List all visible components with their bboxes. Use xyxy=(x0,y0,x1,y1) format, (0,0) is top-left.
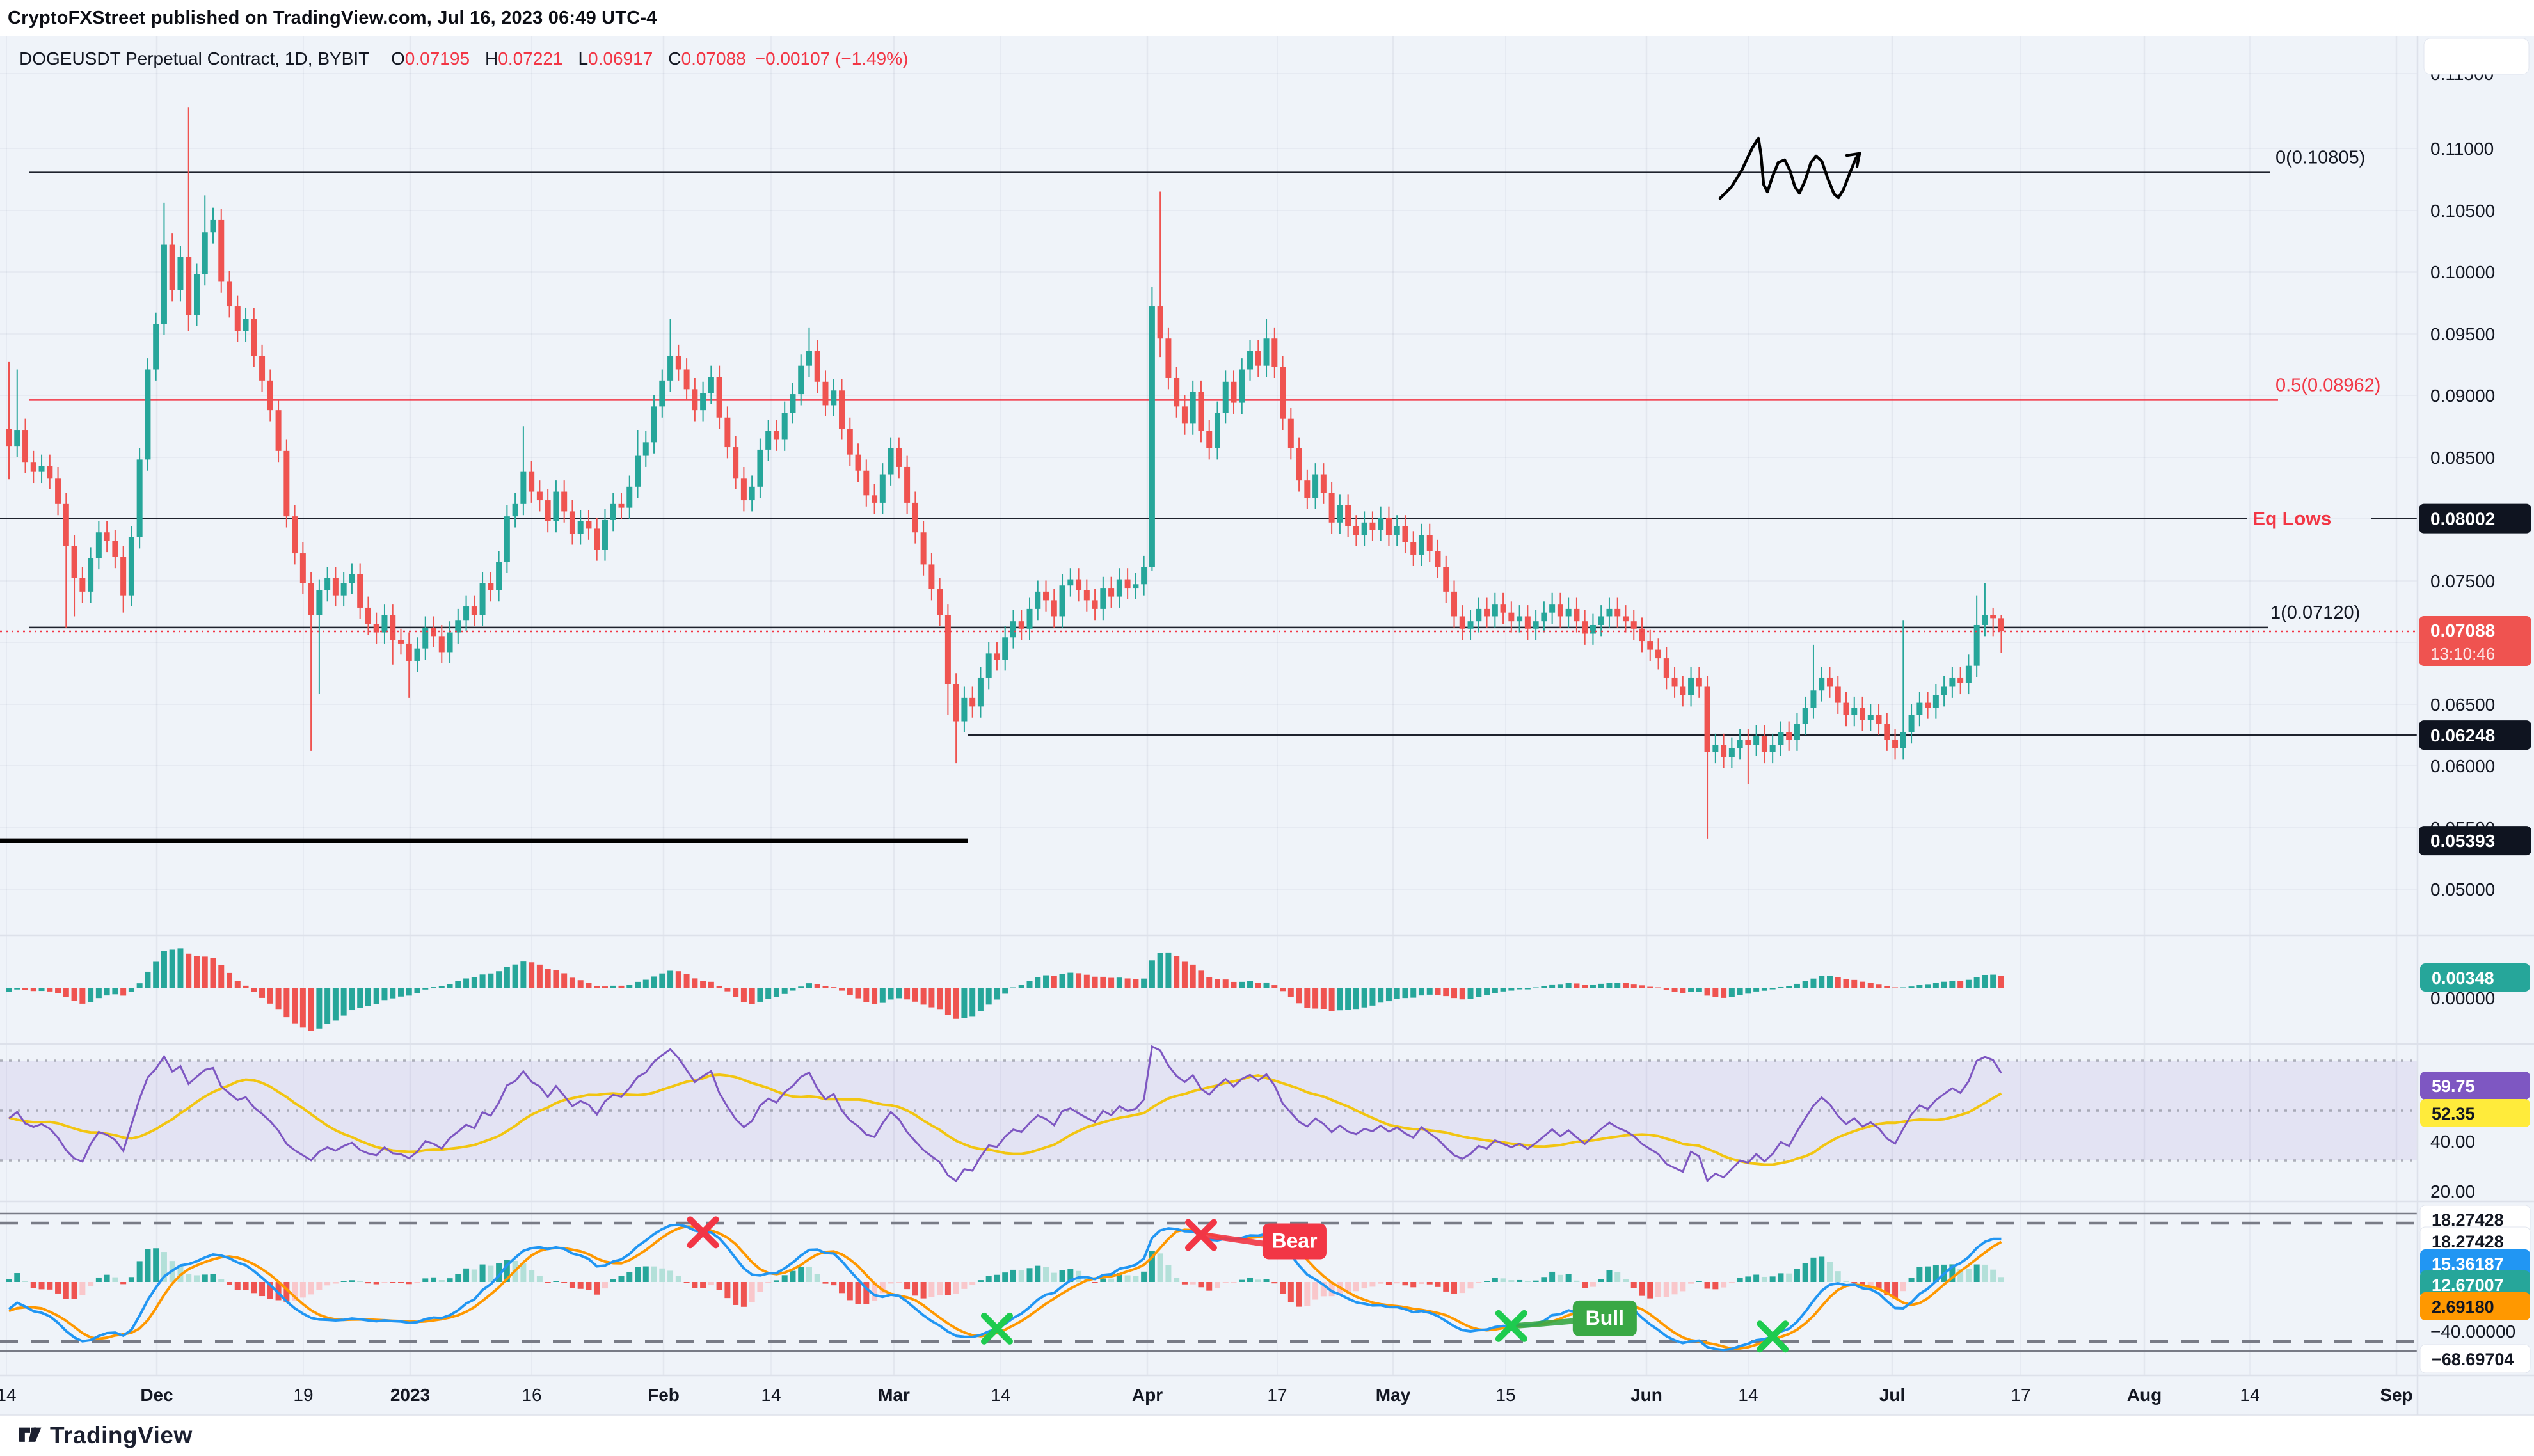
svg-text:0.09000: 0.09000 xyxy=(2430,386,2495,406)
svg-text:Aug: Aug xyxy=(2127,1385,2162,1405)
tradingview-logo-icon xyxy=(17,1420,44,1450)
svg-text:0.10000: 0.10000 xyxy=(2430,262,2495,282)
svg-text:17: 17 xyxy=(1267,1385,1287,1405)
trend-sketch-drawing[interactable] xyxy=(1718,136,1861,200)
svg-text:0.07088: 0.07088 xyxy=(2430,621,2495,640)
svg-text:12.67007: 12.67007 xyxy=(2432,1276,2504,1295)
svg-text:0.06500: 0.06500 xyxy=(2430,695,2495,715)
svg-text:Feb: Feb xyxy=(648,1385,680,1405)
svg-text:Jul: Jul xyxy=(1879,1385,1905,1405)
fib-0-label: 0(0.10805) xyxy=(2275,148,2365,168)
publisher-note: CryptoFXStreet published on TradingView.… xyxy=(8,8,657,28)
rsi-pane[interactable] xyxy=(0,1045,2418,1183)
oscillator-pane[interactable]: Bear Bull xyxy=(0,1212,2418,1353)
high-value: 0.07221 xyxy=(498,49,563,68)
candles xyxy=(6,107,2004,839)
svg-text:−68.69704: −68.69704 xyxy=(2432,1350,2514,1369)
last-price-badge[interactable]: 0.07088 13:10:46 xyxy=(2419,616,2531,667)
svg-text:Mar: Mar xyxy=(878,1385,910,1405)
close-value: 0.07088 xyxy=(681,49,746,68)
bull-label-text: Bull xyxy=(1586,1306,1624,1329)
svg-text:2.69180: 2.69180 xyxy=(2432,1297,2494,1317)
svg-text:0.09500: 0.09500 xyxy=(2430,324,2495,344)
svg-text:52.35: 52.35 xyxy=(2432,1104,2475,1123)
svg-text:Apr: Apr xyxy=(1132,1385,1163,1405)
svg-text:18.27428: 18.27428 xyxy=(2432,1210,2504,1230)
svg-text:14: 14 xyxy=(2240,1385,2259,1405)
time-scale[interactable]: 14 Dec 19 2023 16 Feb 14 Mar 14 Apr 17 May 15 Jun 14 Ju… xyxy=(0,1385,2413,1405)
symbol-legend: DOGEUSDT Perpetual Contract, 1D, BYBIT O… xyxy=(19,49,917,69)
symbol-title[interactable]: DOGEUSDT Perpetual Contract, 1D, BYBIT xyxy=(19,49,370,68)
svg-text:0.10500: 0.10500 xyxy=(2430,201,2495,221)
bear-label-text: Bear xyxy=(1271,1230,1317,1253)
price-scale[interactable]: 0.115000.110000.105000.100000.095000.090… xyxy=(2419,38,2531,1373)
rsi-band xyxy=(0,1061,2418,1160)
svg-text:18.27428: 18.27428 xyxy=(2432,1232,2504,1251)
eq-lows-label: Eq Lows xyxy=(2252,509,2331,530)
macd-pane[interactable] xyxy=(6,948,2004,1031)
tradingview-logo-text: TradingView xyxy=(50,1421,193,1448)
rsi-line xyxy=(8,1045,2002,1183)
svg-text:0.05393: 0.05393 xyxy=(2430,831,2495,851)
rsi-ma-line xyxy=(8,1073,2002,1166)
svg-text:Jun: Jun xyxy=(1630,1385,1662,1405)
svg-text:0.11000: 0.11000 xyxy=(2430,139,2494,159)
svg-text:15: 15 xyxy=(1495,1385,1515,1405)
svg-text:59.75: 59.75 xyxy=(2432,1077,2475,1096)
svg-text:40.00: 40.00 xyxy=(2430,1132,2475,1151)
open-label: O xyxy=(391,49,405,68)
price-pane[interactable]: 0(0.10805) 0.5(0.08962) 1(0.07120) Eq Lows xyxy=(0,107,2418,843)
svg-text:May: May xyxy=(1376,1385,1411,1405)
bear-signal-label[interactable] xyxy=(1262,1223,1327,1260)
svg-text:20.00: 20.00 xyxy=(2430,1182,2475,1201)
svg-text:16: 16 xyxy=(522,1385,541,1405)
svg-text:19: 19 xyxy=(293,1385,313,1405)
low-value: 0.06917 xyxy=(588,49,653,68)
close-label: C xyxy=(668,49,681,68)
svg-text:0.05000: 0.05000 xyxy=(2430,880,2495,899)
svg-text:−40.00000: −40.00000 xyxy=(2430,1322,2515,1341)
fib-1-label: 1(0.07120) xyxy=(2270,603,2360,623)
high-label: H xyxy=(485,49,498,68)
tradingview-logo[interactable]: TradingView xyxy=(17,1420,193,1450)
svg-text:0.00000: 0.00000 xyxy=(2430,988,2495,1008)
change-value: −0.00107 (−1.49%) xyxy=(754,49,909,68)
svg-text:Dec: Dec xyxy=(140,1385,173,1405)
svg-text:14: 14 xyxy=(761,1385,781,1405)
svg-text:17: 17 xyxy=(2011,1385,2030,1405)
svg-text:14: 14 xyxy=(1738,1385,1758,1405)
svg-text:0.08002: 0.08002 xyxy=(2430,509,2495,529)
open-value: 0.07195 xyxy=(404,49,470,68)
chart-background[interactable] xyxy=(0,36,2534,1415)
svg-text:0.07500: 0.07500 xyxy=(2430,571,2495,591)
trend-sketch-arrowhead xyxy=(1845,152,1861,168)
svg-text:14: 14 xyxy=(991,1385,1010,1405)
svg-text:2023: 2023 xyxy=(390,1385,430,1405)
svg-text:13:10:46: 13:10:46 xyxy=(2430,644,2495,663)
low-label: L xyxy=(578,49,589,68)
svg-text:14: 14 xyxy=(0,1385,17,1405)
svg-text:0.08500: 0.08500 xyxy=(2430,448,2495,468)
fib-05-label: 0.5(0.08962) xyxy=(2275,375,2380,395)
svg-text:Sep: Sep xyxy=(2380,1385,2412,1405)
bull-signal-label[interactable] xyxy=(1572,1300,1637,1336)
blank-axis-label xyxy=(2423,38,2530,75)
svg-text:0.06248: 0.06248 xyxy=(2430,725,2495,745)
svg-text:0.06000: 0.06000 xyxy=(2430,756,2495,776)
svg-text:0.00348: 0.00348 xyxy=(2432,969,2494,988)
